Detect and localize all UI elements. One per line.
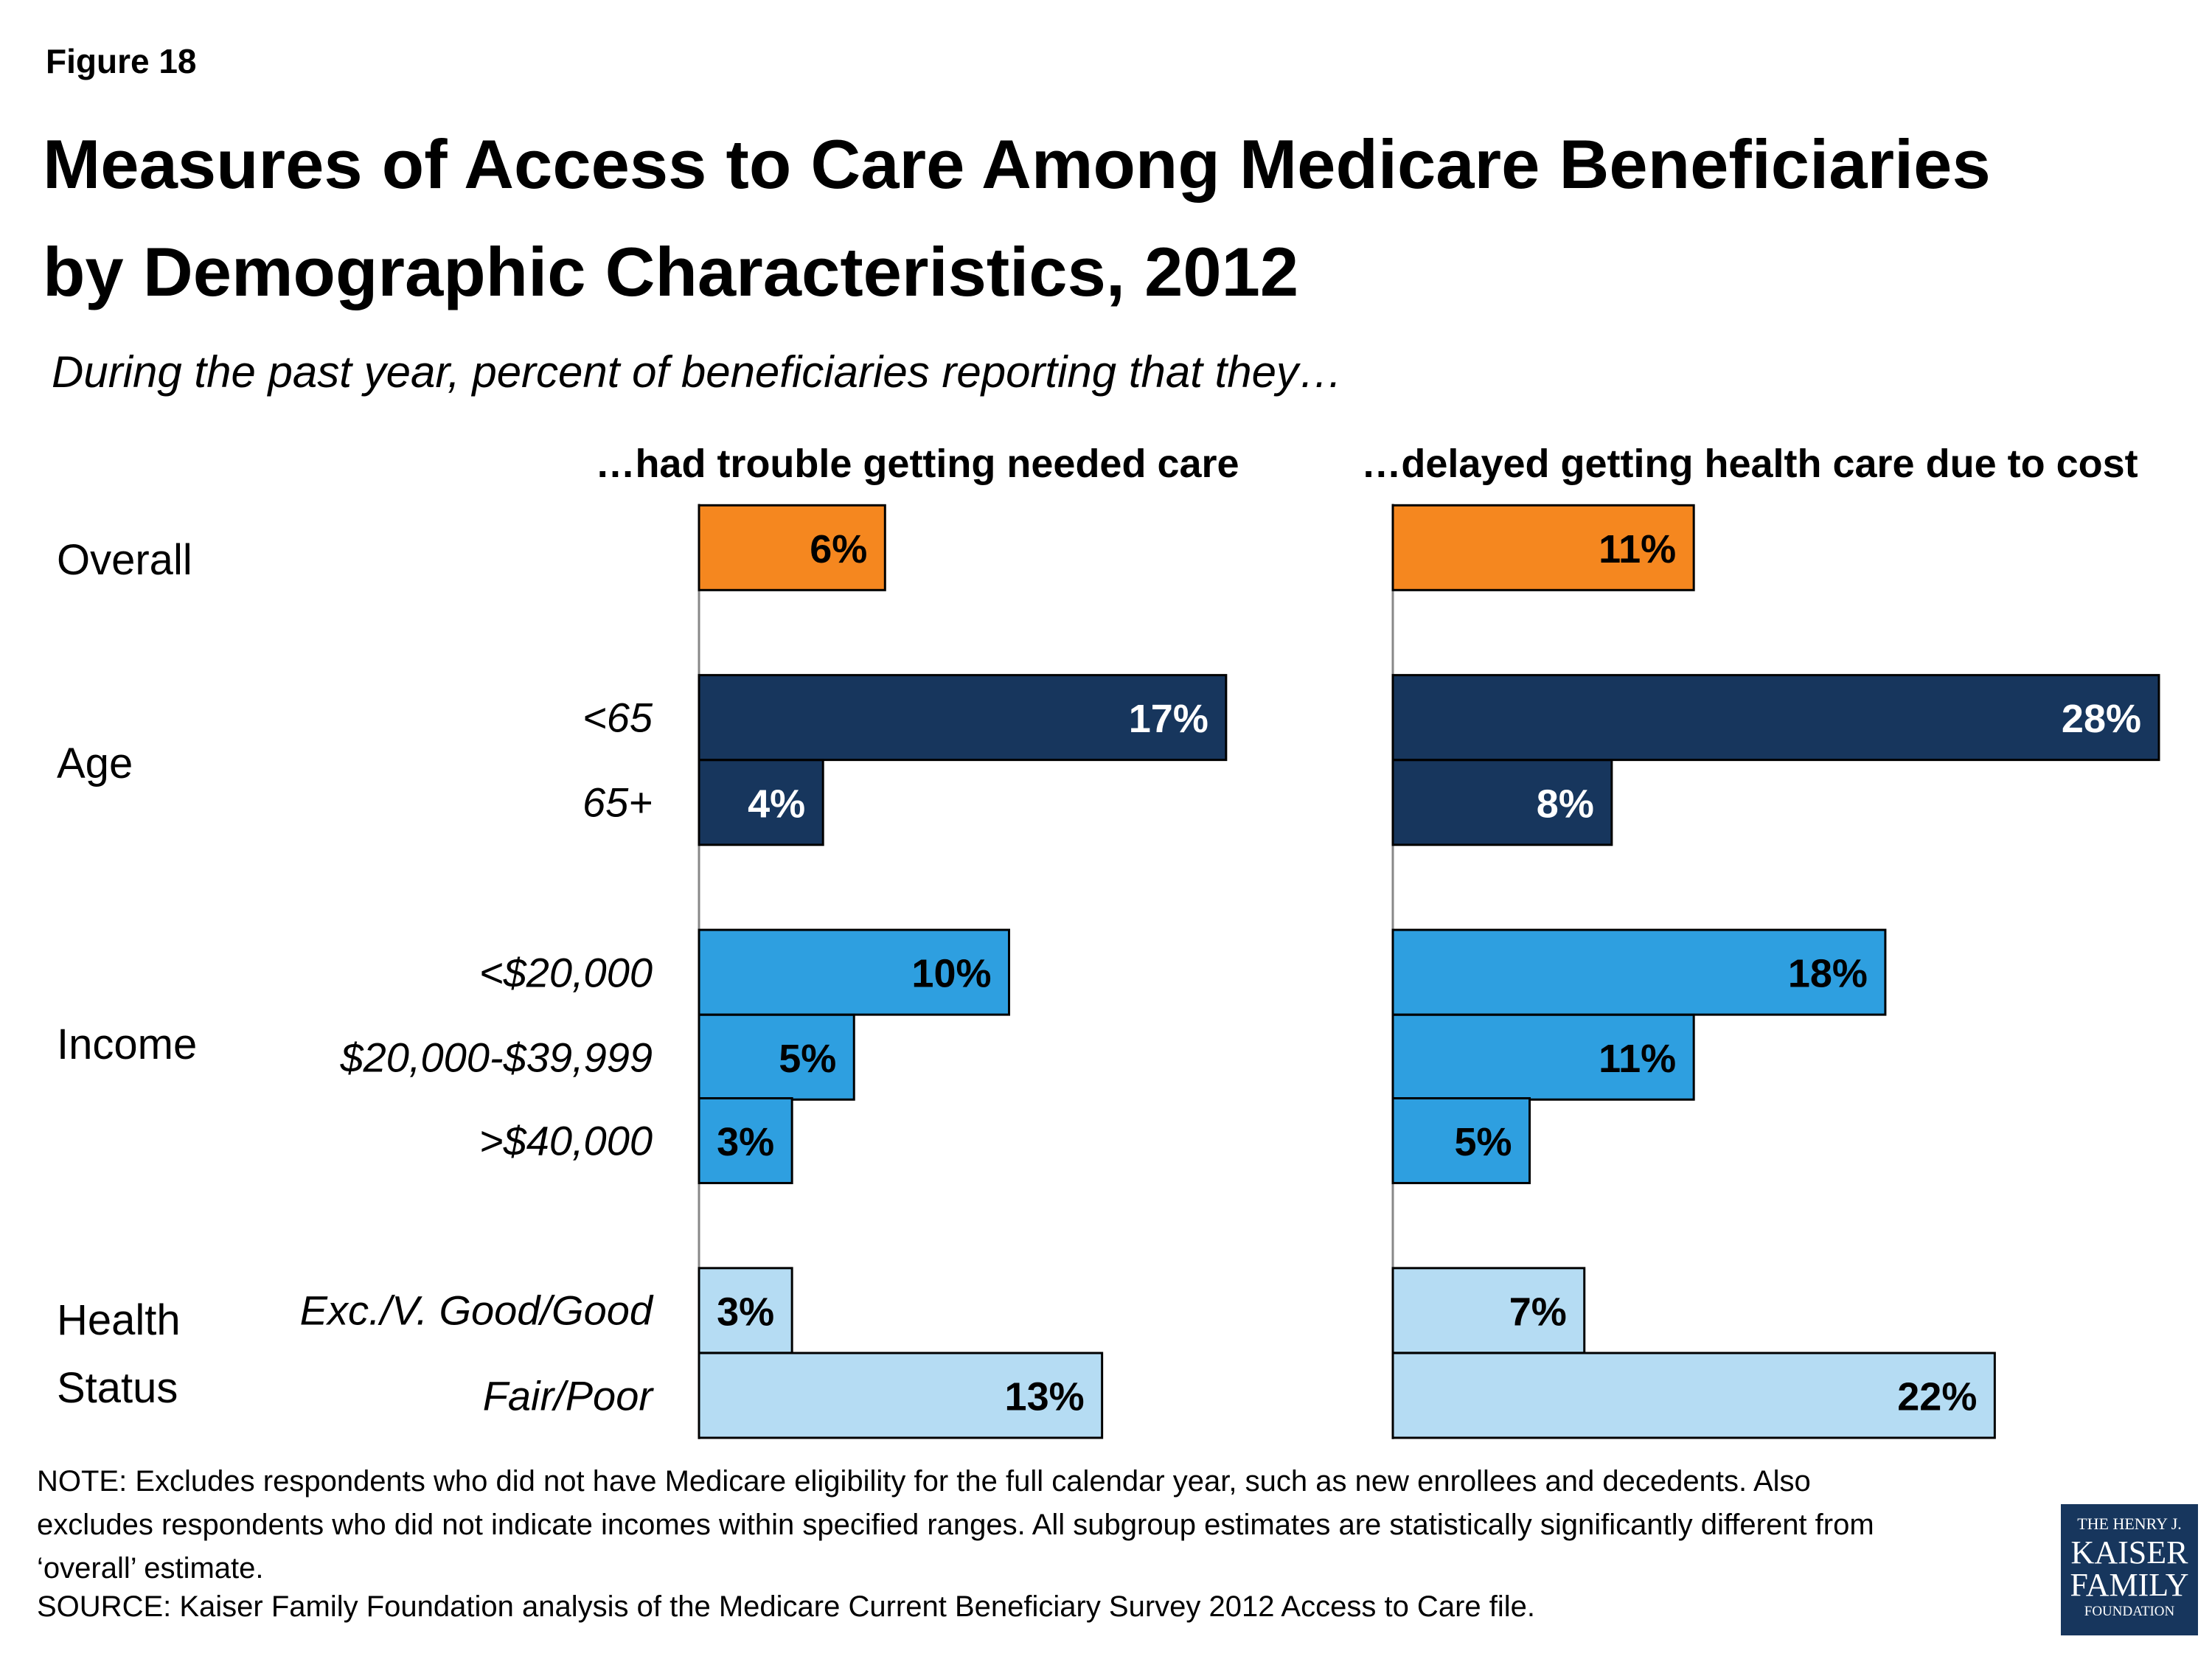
- chart-title: …had trouble getting needed care: [595, 442, 1239, 486]
- bar: [1391, 674, 2160, 762]
- value-label: 18%: [1788, 952, 1868, 996]
- bar: [1391, 928, 1887, 1016]
- group-label: Health Status: [57, 1295, 181, 1412]
- value-label: 13%: [1005, 1375, 1085, 1419]
- value-label: 8%: [1537, 782, 1594, 826]
- category-label: Exc./V. Good/Good: [299, 1287, 653, 1334]
- logo-text: KAISER: [2070, 1534, 2188, 1571]
- group-label: Age: [57, 740, 133, 788]
- value-label: 3%: [717, 1290, 774, 1334]
- value-label: 4%: [748, 782, 805, 826]
- subtitle: During the past year, percent of benefic…: [52, 347, 1343, 397]
- bar: [698, 1267, 793, 1354]
- bar: [698, 759, 824, 846]
- value-label: 11%: [1599, 527, 1676, 571]
- group-label: Income: [57, 1020, 198, 1068]
- note: NOTE: Excludes respondents who did not h…: [37, 1465, 1874, 1585]
- bar: [698, 1097, 793, 1185]
- bar: [1391, 1013, 1695, 1101]
- bar: [698, 1352, 1104, 1439]
- category-label: >$40,000: [479, 1117, 653, 1164]
- logo-text: FOUNDATION: [2084, 1604, 2175, 1619]
- bar: [698, 674, 1228, 762]
- bar: [1391, 1097, 1531, 1185]
- bar: [698, 928, 1010, 1016]
- bar: [1391, 1352, 1996, 1439]
- bar: [1391, 504, 1695, 591]
- value-label: 5%: [779, 1037, 836, 1081]
- value-label: 17%: [1129, 697, 1208, 741]
- value-label: 11%: [1599, 1037, 1676, 1081]
- value-label: 22%: [1897, 1375, 1977, 1419]
- bar: [698, 504, 886, 591]
- value-label: 28%: [2062, 697, 2141, 741]
- value-label: 10%: [911, 952, 991, 996]
- bar: [1391, 1267, 1586, 1354]
- category-label: <65: [582, 694, 653, 741]
- bar: [1391, 759, 1613, 846]
- logo-text: THE HENRY J.: [2077, 1514, 2182, 1533]
- category-label: <$20,000: [479, 949, 653, 996]
- value-label: 7%: [1509, 1290, 1567, 1334]
- chart-title: …delayed getting health care due to cost: [1361, 442, 2138, 486]
- figure-label: Figure 18: [46, 42, 197, 80]
- title: Measures of Access to Care Among Medicar…: [43, 125, 1991, 310]
- value-label: 5%: [1454, 1120, 1512, 1164]
- value-label: 6%: [810, 527, 867, 571]
- category-label: 65+: [582, 779, 653, 826]
- logo-text: FAMILY: [2070, 1567, 2189, 1603]
- source: SOURCE: Kaiser Family Foundation analysi…: [37, 1590, 1535, 1623]
- bar: [698, 1013, 855, 1101]
- category-label: Fair/Poor: [482, 1372, 653, 1419]
- logo: THE HENRY J. KAISER FAMILY FOUNDATION: [2061, 1504, 2198, 1635]
- category-label: $20,000-$39,999: [340, 1034, 653, 1081]
- value-label: 3%: [717, 1120, 774, 1164]
- group-label: Overall: [57, 536, 192, 585]
